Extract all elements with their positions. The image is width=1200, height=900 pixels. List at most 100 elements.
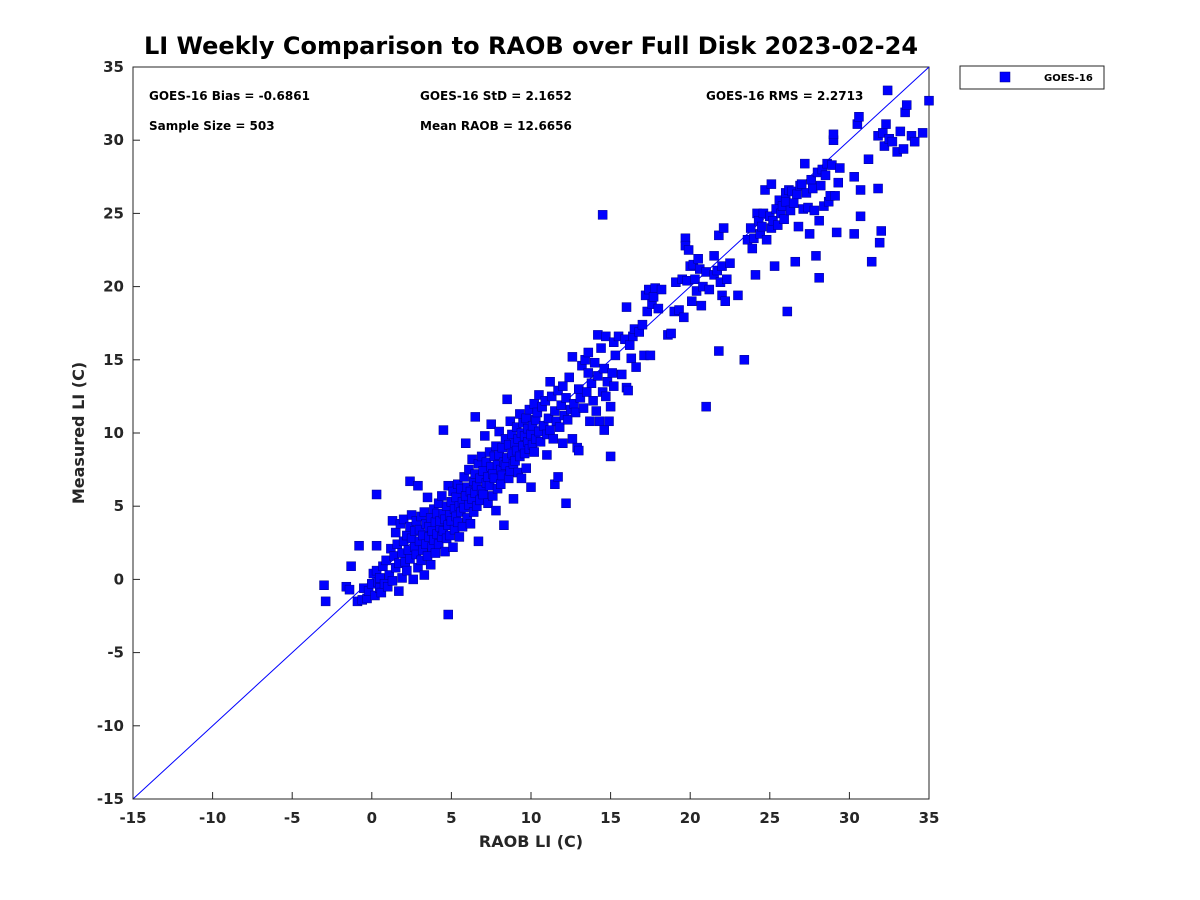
legend-label: GOES-16 bbox=[1044, 73, 1093, 84]
data-point bbox=[457, 521, 468, 532]
x-tick-label: 0 bbox=[367, 809, 377, 827]
x-tick-label: 5 bbox=[446, 809, 456, 827]
data-point bbox=[583, 347, 594, 358]
y-tick-label: 30 bbox=[103, 131, 124, 149]
data-point bbox=[561, 393, 571, 403]
data-point bbox=[690, 274, 700, 285]
data-point bbox=[390, 527, 401, 538]
data-point bbox=[346, 561, 356, 571]
stat-sample-size: Sample Size = 503 bbox=[149, 119, 275, 133]
data-point bbox=[830, 191, 840, 201]
y-axis-label: Measured LI (C) bbox=[69, 362, 88, 504]
data-point bbox=[605, 401, 616, 412]
data-point bbox=[585, 416, 595, 427]
y-tick-label: 0 bbox=[114, 570, 124, 588]
data-point bbox=[722, 274, 732, 285]
data-point bbox=[780, 196, 791, 207]
data-point bbox=[529, 447, 539, 457]
data-point bbox=[425, 560, 436, 570]
data-point bbox=[430, 548, 441, 558]
data-point bbox=[382, 581, 393, 592]
data-point bbox=[505, 416, 516, 427]
data-point bbox=[701, 267, 711, 277]
data-point bbox=[591, 406, 602, 416]
data-point bbox=[725, 258, 735, 268]
data-point bbox=[546, 391, 557, 402]
data-point bbox=[757, 221, 767, 232]
data-point bbox=[815, 180, 826, 191]
data-point bbox=[750, 270, 761, 280]
legend-box bbox=[959, 65, 1105, 90]
data-point bbox=[792, 189, 802, 200]
data-point bbox=[666, 328, 676, 339]
stat-std: GOES-16 StD = 2.1652 bbox=[420, 89, 572, 103]
data-point bbox=[609, 337, 619, 347]
data-point bbox=[653, 303, 664, 314]
data-point bbox=[849, 229, 859, 239]
data-point bbox=[827, 160, 837, 170]
data-point bbox=[387, 576, 398, 586]
data-point bbox=[881, 119, 891, 129]
data-point bbox=[440, 546, 450, 557]
data-point bbox=[656, 284, 667, 295]
data-point bbox=[855, 211, 866, 222]
legend-marker-square-icon bbox=[999, 71, 1011, 83]
data-point bbox=[419, 507, 430, 517]
data-point bbox=[553, 472, 563, 482]
data-point bbox=[445, 530, 455, 541]
data-point bbox=[849, 172, 859, 182]
data-point bbox=[402, 565, 412, 576]
stat-mean-raob: Mean RAOB = 12.6656 bbox=[420, 119, 572, 133]
data-point bbox=[811, 251, 821, 261]
data-point bbox=[701, 401, 711, 412]
y-tick-label: 10 bbox=[103, 424, 124, 442]
data-point bbox=[714, 230, 724, 241]
data-point bbox=[814, 273, 824, 283]
data-point bbox=[605, 451, 616, 462]
data-point bbox=[820, 170, 831, 181]
data-point bbox=[833, 177, 844, 188]
data-point bbox=[855, 185, 866, 195]
data-point bbox=[863, 154, 874, 164]
data-point bbox=[593, 330, 603, 340]
data-point bbox=[319, 580, 329, 591]
data-point bbox=[804, 229, 815, 239]
data-point bbox=[470, 412, 481, 422]
data-point bbox=[483, 498, 493, 509]
data-point bbox=[465, 519, 476, 529]
data-point bbox=[371, 489, 382, 500]
data-point bbox=[526, 482, 536, 492]
data-point bbox=[499, 520, 509, 530]
data-point bbox=[596, 343, 606, 353]
data-point bbox=[491, 505, 501, 516]
data-point bbox=[567, 434, 578, 444]
data-point bbox=[502, 394, 512, 405]
data-point bbox=[443, 480, 453, 491]
data-point bbox=[381, 555, 391, 566]
stat-rms: GOES-16 RMS = 2.2713 bbox=[706, 89, 863, 103]
data-point bbox=[545, 377, 555, 387]
data-point bbox=[814, 215, 824, 226]
y-tick-label: -15 bbox=[97, 790, 124, 808]
y-tick-label: -5 bbox=[107, 644, 124, 662]
data-point bbox=[599, 425, 609, 435]
data-point bbox=[718, 223, 729, 233]
data-point bbox=[682, 275, 692, 286]
data-point bbox=[496, 479, 506, 489]
data-point bbox=[714, 346, 724, 356]
data-point bbox=[693, 254, 703, 264]
data-point bbox=[696, 300, 707, 311]
data-point bbox=[788, 198, 799, 208]
data-point bbox=[898, 144, 909, 154]
data-point bbox=[616, 369, 627, 380]
x-tick-label: 35 bbox=[919, 809, 940, 827]
data-point bbox=[554, 422, 565, 432]
data-point bbox=[542, 450, 552, 460]
data-point bbox=[761, 235, 772, 245]
data-point bbox=[917, 128, 928, 138]
data-point bbox=[438, 425, 449, 435]
chart-title: LI Weekly Comparison to RAOB over Full D… bbox=[144, 32, 918, 60]
x-axis-label: RAOB LI (C) bbox=[479, 832, 583, 851]
x-tick-label: 30 bbox=[839, 809, 860, 827]
data-point bbox=[687, 296, 697, 306]
